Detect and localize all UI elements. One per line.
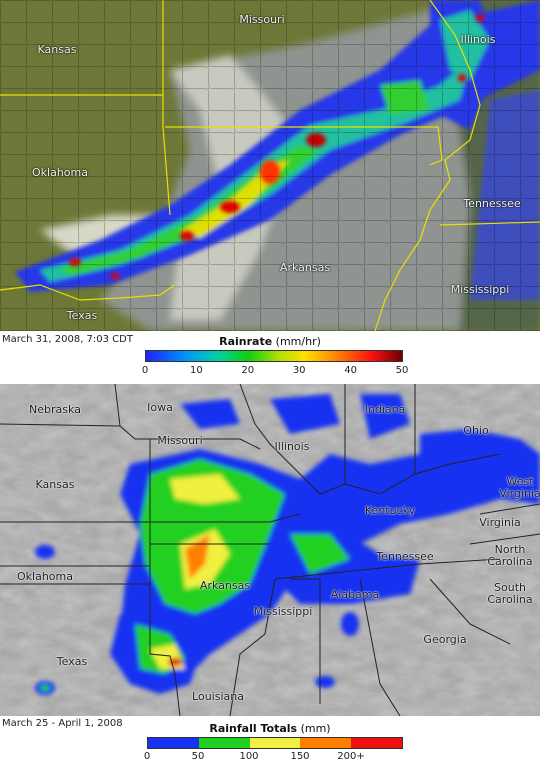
legend-tick: 30 xyxy=(292,365,306,376)
legend-tick: 0 xyxy=(143,751,151,762)
state-label: Tennessee xyxy=(376,550,434,563)
map-image xyxy=(0,0,540,331)
state-label: Arkansas xyxy=(279,261,331,274)
state-label: Texas xyxy=(56,655,88,668)
caption: March 25 - April 1, 2008 xyxy=(2,718,123,729)
state-label: Indiana xyxy=(364,403,406,416)
map-image xyxy=(0,384,540,716)
legend-title: Rainrate (mm/hr) xyxy=(219,335,321,348)
state-label: Mississippi xyxy=(253,605,313,618)
legend-tick: 50 xyxy=(191,751,205,762)
state-label: Mississippi xyxy=(450,283,510,296)
color-step xyxy=(351,738,402,748)
state-label: Illinois xyxy=(274,440,310,453)
state-label: Nebraska xyxy=(29,403,81,416)
state-label: West Virginia xyxy=(499,475,540,500)
color-step xyxy=(300,738,352,748)
legend-tick: 10 xyxy=(190,365,203,376)
rainrate-map: Kansas Missouri Illinois Oklahoma Tennessee A… xyxy=(0,0,540,331)
state-label: Oklahoma xyxy=(17,570,73,583)
legend-unit: (mm/hr) xyxy=(275,335,321,348)
color-bar xyxy=(145,350,403,362)
state-label: Alabama xyxy=(330,588,380,601)
state-label: Virginia xyxy=(479,516,521,529)
legend-tick: 200+ xyxy=(337,751,365,762)
state-label: Louisiana xyxy=(192,690,244,703)
state-label: Missouri xyxy=(157,434,203,447)
state-label: Tennessee xyxy=(463,197,521,210)
state-label: Iowa xyxy=(147,401,173,414)
state-label: Missouri xyxy=(239,13,285,26)
color-step xyxy=(198,738,250,748)
state-label: Georgia xyxy=(423,633,467,646)
state-label: South Carolina xyxy=(487,581,533,606)
state-label: Kansas xyxy=(35,478,75,491)
state-label: Oklahoma xyxy=(32,166,88,179)
state-label: Kentucky xyxy=(364,504,416,517)
legend-unit: (mm) xyxy=(300,722,331,735)
caption: March 31, 2008, 7:03 CDT xyxy=(2,334,133,345)
legend-title-text: Rainfall Totals xyxy=(209,722,298,735)
legend-tick: 50 xyxy=(395,365,409,376)
legend-tick: 40 xyxy=(344,365,357,376)
legend-tick: 0 xyxy=(141,365,149,376)
state-label: Kansas xyxy=(37,43,77,56)
legend-title: Rainfall Totals (mm) xyxy=(209,722,330,735)
state-label: Arkansas xyxy=(199,579,251,592)
color-bar xyxy=(147,737,403,749)
state-label: Texas xyxy=(66,309,98,322)
legend-tick: 150 xyxy=(290,751,310,762)
state-label: Illinois xyxy=(460,33,496,46)
color-step xyxy=(249,738,301,748)
legend-tick: 100 xyxy=(239,751,259,762)
state-label: North Carolina xyxy=(487,543,533,568)
state-label: Ohio xyxy=(463,424,489,437)
legend-title-text: Rainrate xyxy=(219,335,273,348)
rainfall-map: Nebraska Iowa Indiana Ohio Missouri Illinois K… xyxy=(0,384,540,716)
color-step xyxy=(148,738,199,748)
legend-tick: 20 xyxy=(241,365,255,376)
